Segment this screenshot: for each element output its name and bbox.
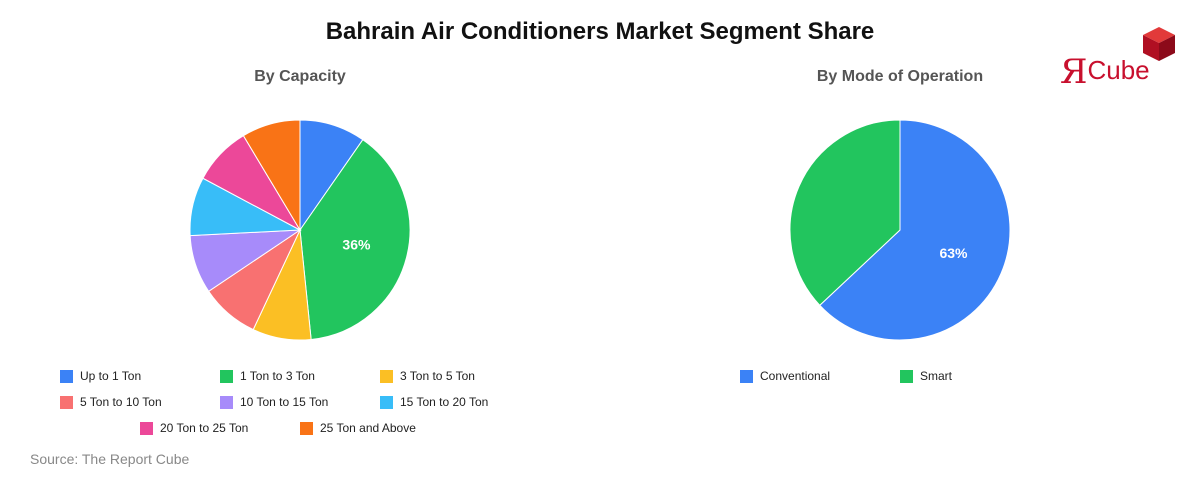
slice-label-conventional: 63% [939,245,968,261]
mode-chart: By Mode of Operation 63% Conventional Sma… [600,60,1200,450]
legend-swatch [900,369,913,383]
capacity-chart: By Capacity 36% Up to 1 Ton 1 Ton to 3 To… [0,60,600,450]
legend-label: 3 Ton to 5 Ton [400,369,475,383]
logo-wordmark: ЯCube [1060,48,1150,92]
legend-label: Smart [920,369,953,383]
slice-label-1-ton-to-3-ton: 36% [342,237,371,253]
legend-label: 5 Ton to 10 Ton [80,395,162,409]
legend-item-conventional: Conventional [740,369,830,383]
chart-title-capacity: By Capacity [254,68,346,85]
legend-swatch [220,369,233,383]
chart-title-mode: By Mode of Operation [816,68,984,85]
legend-swatch [60,395,73,409]
legend-label: 10 Ton to 15 Ton [240,395,329,409]
pie-slice-smart [789,119,901,307]
pie-slice-1-ton-to-3-ton [299,139,411,340]
legend-item-10-ton-to-15-ton: 10 Ton to 15 Ton [220,395,328,409]
legend-item-up-to-1-ton: Up to 1 Ton [60,369,141,383]
legend-label: Conventional [760,369,831,383]
capacity-pie: 36% [189,119,411,341]
legend-swatch [220,395,233,409]
pie-slice-25-ton-and-above [242,119,301,232]
legend-label: 15 Ton to 20 Ton [400,395,489,409]
legend-item-15-ton-to-20-ton: 15 Ton to 20 Ton [380,395,488,409]
legend-swatch [740,369,753,383]
legend-label: 20 Ton to 25 Ton [160,421,249,435]
logo-mark: Я [1060,52,1088,92]
cube-icon [1143,27,1175,61]
legend-label: Up to 1 Ton [80,369,142,383]
legend-swatch [380,369,393,383]
legend-item-smart: Smart [900,369,952,383]
capacity-legend: Up to 1 Ton 1 Ton to 3 Ton 3 Ton to 5 Ton 5… [0,60,600,450]
brand-logo: ЯCube [1060,26,1180,92]
legend-item-5-ton-to-10-ton: 5 Ton to 10 Ton [60,395,162,409]
legend-item-1-ton-to-3-ton: 1 Ton to 3 Ton [220,369,315,383]
source-note: Source: The Report Cube [30,451,190,467]
legend-item-20-ton-to-25-ton: 20 Ton to 25 Ton [140,421,248,435]
pie-slice-conventional [819,119,1011,341]
legend-label: 25 Ton and Above [320,421,416,435]
mode-pie: 63% [789,119,1011,341]
page-title: Bahrain Air Conditioners Market Segment … [325,18,875,45]
legend-swatch [60,369,73,383]
legend-item-3-ton-to-5-ton: 3 Ton to 5 Ton [380,369,475,383]
logo-text: Cube [1087,55,1150,85]
mode-legend: Conventional Smart [600,60,1200,450]
legend-swatch [140,421,153,435]
legend-label: 1 Ton to 3 Ton [240,369,315,383]
legend-item-25-ton-and-above: 25 Ton and Above [300,421,416,435]
legend-swatch [300,421,313,435]
legend-swatch [380,395,393,409]
